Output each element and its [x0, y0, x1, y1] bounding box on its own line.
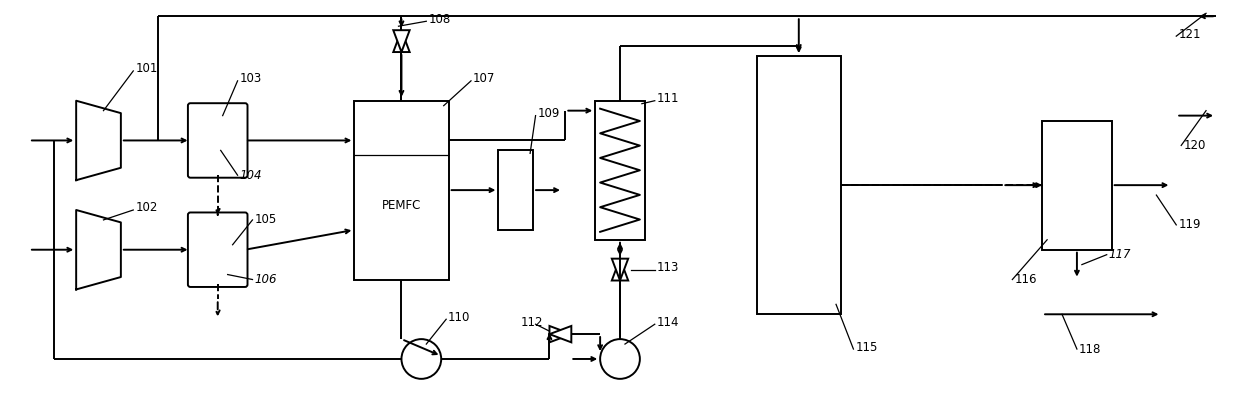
Bar [1042, 121, 1112, 250]
Text: 114: 114 [657, 316, 680, 329]
Text: 109: 109 [538, 107, 560, 120]
Polygon shape [611, 259, 629, 281]
Text: 111: 111 [657, 92, 680, 105]
Text: 103: 103 [239, 72, 262, 85]
Text: 121: 121 [1178, 28, 1200, 41]
Bar [498, 150, 533, 230]
Text: PEMFC: PEMFC [382, 198, 422, 212]
Text: 106: 106 [254, 273, 277, 286]
Text: 101: 101 [135, 62, 157, 76]
Text: 102: 102 [135, 202, 157, 215]
Text: 110: 110 [448, 311, 470, 324]
Text: 118: 118 [1079, 342, 1101, 356]
Polygon shape [549, 326, 572, 342]
Text: 107: 107 [472, 72, 495, 85]
Polygon shape [611, 259, 629, 281]
Bar [355, 101, 449, 280]
Text: 120: 120 [1183, 139, 1205, 152]
FancyBboxPatch shape [188, 103, 248, 178]
Text: 112: 112 [521, 316, 543, 329]
Text: 113: 113 [657, 261, 680, 274]
Text: 108: 108 [428, 13, 450, 26]
Text: 105: 105 [254, 213, 277, 227]
Text: 115: 115 [856, 341, 878, 354]
Text: 104: 104 [239, 169, 262, 182]
Text: 116: 116 [1014, 273, 1037, 286]
Text: 119: 119 [1178, 218, 1200, 232]
Polygon shape [393, 30, 409, 52]
FancyBboxPatch shape [188, 212, 248, 287]
Bar [756, 56, 841, 314]
Polygon shape [549, 326, 572, 342]
Polygon shape [393, 30, 409, 52]
Bar [595, 101, 645, 240]
Text: 117: 117 [1109, 248, 1131, 261]
